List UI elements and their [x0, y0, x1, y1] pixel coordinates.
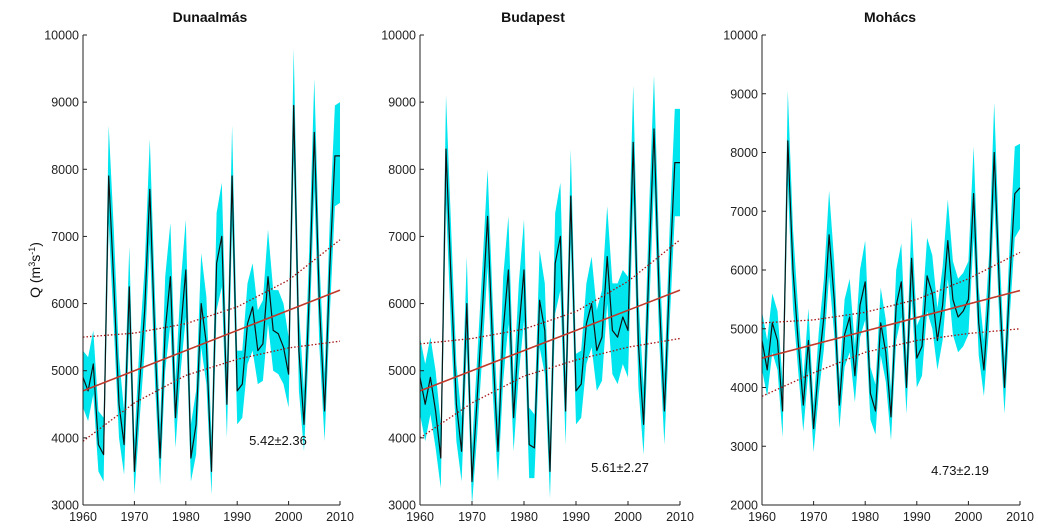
- y-tick-label: 6000: [388, 297, 416, 311]
- y-tick-label: 6000: [730, 264, 758, 278]
- y-tick-label: 10000: [723, 29, 758, 43]
- y-tick-label: 8000: [388, 163, 416, 177]
- x-tick-label: 1960: [406, 510, 434, 524]
- uncertainty-band: [762, 90, 1020, 453]
- trend-annotation: 4.73±2.19: [931, 463, 989, 478]
- panel-dunaalmas: Dunaalmás 3000 4000 5000 6000 7000 8000 9000 10…: [44, 9, 354, 524]
- discharge-series-line: [761, 140, 1021, 430]
- x-tick-label: 2000: [275, 510, 303, 524]
- confidence-upper-line: [419, 239, 681, 345]
- x-tick-label: 1980: [172, 510, 200, 524]
- y-tick-label: 3000: [388, 499, 416, 513]
- x-tick-label: 1990: [562, 510, 590, 524]
- panel-budapest: Budapest 3000 4000 5000 6000 7000 8000 9000 100…: [381, 9, 694, 524]
- x-tick-label: 1990: [223, 510, 251, 524]
- discharge-series-line: [82, 104, 340, 472]
- y-tick-label: 7000: [730, 205, 758, 219]
- x-tick-label: 1980: [851, 510, 879, 524]
- y-tick-label: 5000: [51, 364, 79, 378]
- x-tick-label: 1970: [800, 510, 828, 524]
- uncertainty-band: [83, 48, 340, 495]
- y-tick-label: 4000: [51, 431, 79, 445]
- confidence-lower-line: [419, 337, 681, 439]
- x-tick-label: 2000: [954, 510, 982, 524]
- confidence-lower-line: [82, 340, 341, 442]
- y-tick-label: 8000: [51, 163, 79, 177]
- y-tick-label: 9000: [51, 96, 79, 110]
- y-tick-label: 4000: [730, 381, 758, 395]
- y-axis-label: Q (m3s-1): [27, 242, 43, 298]
- discharge-series-line: [419, 128, 680, 483]
- y-tick-label: 10000: [381, 29, 416, 43]
- panel-mohacs: Mohács 2000 3000 4000 5000 6000 7000 8000 9000 1…: [723, 9, 1034, 524]
- y-tick-label: 7000: [388, 230, 416, 244]
- x-tick-label: 2010: [666, 510, 694, 524]
- confidence-upper-line: [82, 239, 341, 338]
- x-tick-label: 2010: [1006, 510, 1034, 524]
- y-tick-label: 3000: [51, 499, 79, 513]
- trend-annotation: 5.61±2.27: [591, 460, 649, 475]
- y-tick-label: 4000: [388, 431, 416, 445]
- y-tick-label: 2000: [730, 499, 758, 513]
- x-tick-label: 1960: [69, 510, 97, 524]
- y-tick-label: 5000: [388, 364, 416, 378]
- y-tick-label: 5000: [730, 322, 758, 336]
- y-tick-label: 8000: [730, 146, 758, 160]
- confidence-upper-line: [761, 251, 1021, 324]
- trend-line: [419, 289, 681, 392]
- panel-title: Dunaalmás: [173, 9, 248, 25]
- x-tick-label: 1990: [903, 510, 931, 524]
- trend-line: [82, 289, 341, 392]
- y-tick-label: 3000: [730, 440, 758, 454]
- x-tick-label: 2010: [326, 510, 354, 524]
- trend-line: [761, 289, 1021, 359]
- y-tick-label: 10000: [44, 29, 79, 43]
- y-tick-label: 7000: [51, 230, 79, 244]
- x-tick-label: 1970: [120, 510, 148, 524]
- x-tick-label: 2000: [614, 510, 642, 524]
- x-tick-label: 1960: [748, 510, 776, 524]
- y-tick-label: 9000: [730, 87, 758, 101]
- y-tick-label: 9000: [388, 96, 416, 110]
- panel-title: Mohács: [864, 9, 916, 25]
- uncertainty-band: [420, 75, 680, 506]
- panel-title: Budapest: [501, 9, 565, 25]
- x-tick-label: 1980: [510, 510, 538, 524]
- y-tick-label: 6000: [51, 297, 79, 311]
- x-tick-label: 1970: [458, 510, 486, 524]
- trend-annotation: 5.42±2.36: [249, 433, 307, 448]
